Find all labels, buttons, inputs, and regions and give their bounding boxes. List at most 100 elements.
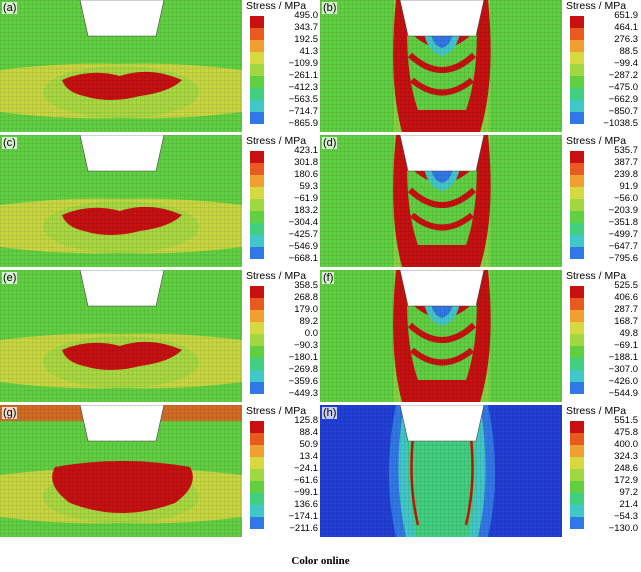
color-swatch: [250, 286, 264, 298]
legend-tick: −61.9: [293, 193, 318, 204]
color-bar: [250, 151, 264, 259]
color-swatch: [570, 223, 584, 235]
color-swatch: [570, 175, 584, 187]
color-swatch: [250, 76, 264, 88]
legend-tick: −304.4: [288, 217, 318, 228]
stress-legend: Stress / MPa 551.5 475.8 400.0 324.3 248.6 172…: [564, 405, 640, 537]
color-swatch: [250, 481, 264, 493]
stress-panel: (d) Stress / MPa 535.7 387.7 239.8 91.9 −56.0−…: [320, 135, 640, 267]
color-swatch: [250, 16, 264, 28]
contour-plot: [320, 135, 562, 267]
legend-tick: −54.3: [613, 511, 638, 522]
color-swatch: [570, 445, 584, 457]
panel-label: (h): [322, 407, 338, 419]
legend-tick: −174.1: [288, 511, 318, 522]
color-swatch: [250, 175, 264, 187]
legend-tick: −269.8: [288, 364, 318, 375]
color-swatch: [250, 199, 264, 211]
color-swatch: [570, 322, 584, 334]
legend-tick: −668.1: [288, 253, 318, 264]
legend-tick: −130.0: [608, 523, 638, 534]
legend-tick: 180.6: [294, 169, 318, 180]
color-swatch: [570, 211, 584, 223]
color-swatch: [250, 40, 264, 52]
color-swatch: [570, 481, 584, 493]
legend-tick: 50.9: [299, 439, 319, 450]
stress-panel: (g) Stress / MPa 125.8 88.4 50.9 13.4 −24.1 −61…: [0, 405, 320, 537]
legend-tick: 248.6: [614, 463, 638, 474]
color-swatch: [250, 112, 264, 124]
color-swatch: [570, 40, 584, 52]
color-swatch: [250, 28, 264, 40]
legend-tick: 239.8: [614, 169, 638, 180]
color-swatch: [570, 163, 584, 175]
legend-title: Stress / MPa: [566, 270, 627, 282]
color-bar: [570, 151, 584, 259]
legend-tick: −426.0: [608, 376, 638, 387]
color-bar: [570, 16, 584, 124]
color-swatch: [570, 421, 584, 433]
legend-tick: −544.9: [608, 388, 638, 399]
color-swatch: [570, 64, 584, 76]
legend-tick: −795.6: [608, 253, 638, 264]
legend-tick: −61.6: [293, 475, 318, 486]
color-swatch: [250, 151, 264, 163]
color-swatch: [570, 298, 584, 310]
contour-plot: [0, 405, 242, 537]
contour-plot: [320, 0, 562, 132]
color-swatch: [570, 370, 584, 382]
color-swatch: [250, 247, 264, 259]
color-swatch: [570, 505, 584, 517]
legend-tick: 89.2: [299, 316, 319, 327]
color-swatch: [250, 310, 264, 322]
legend-tick: 423.1: [294, 145, 318, 156]
contour-plot: [0, 135, 242, 267]
color-swatch: [250, 52, 264, 64]
panel-label: (b): [322, 2, 338, 14]
color-swatch: [570, 358, 584, 370]
legend-tick: −90.3: [293, 340, 318, 351]
color-swatch: [570, 76, 584, 88]
legend-tick: −359.6: [288, 376, 318, 387]
color-swatch: [250, 469, 264, 481]
stress-panel: (f) Stress / MPa 525.5 406.6 287.7 168.7 49.8−…: [320, 270, 640, 402]
legend-tick: 400.0: [614, 439, 638, 450]
panel-label: (e): [2, 272, 18, 284]
color-swatch: [250, 382, 264, 394]
legend-tick: 88.5: [619, 46, 639, 57]
legend-tick: −351.8: [608, 217, 638, 228]
legend-tick: 192.5: [294, 34, 318, 45]
color-swatch: [250, 88, 264, 100]
legend-title: Stress / MPa: [566, 405, 627, 417]
legend-tick: 88.4: [299, 427, 319, 438]
legend-tick: −287.2: [608, 70, 638, 81]
color-swatch: [570, 28, 584, 40]
legend-tick: −99.4: [613, 58, 638, 69]
legend-title: Stress / MPa: [246, 135, 307, 147]
figure-caption: Color online: [291, 555, 350, 567]
legend-tick: 276.3: [614, 34, 638, 45]
legend-tick: −261.1: [288, 70, 318, 81]
panel-label: (d): [322, 137, 338, 149]
color-swatch: [570, 112, 584, 124]
legend-tick: −188.1: [608, 352, 638, 363]
color-swatch: [250, 493, 264, 505]
color-swatch: [570, 493, 584, 505]
color-swatch: [570, 310, 584, 322]
contour-plot: [0, 270, 242, 402]
color-swatch: [250, 223, 264, 235]
legend-tick: 535.7: [614, 145, 638, 156]
legend-tick: 21.4: [619, 499, 639, 510]
legend-tick: 475.8: [614, 427, 638, 438]
color-swatch: [250, 100, 264, 112]
legend-tick: 343.7: [294, 22, 318, 33]
color-swatch: [570, 346, 584, 358]
color-swatch: [570, 469, 584, 481]
legend-tick: −180.1: [288, 352, 318, 363]
stress-panel: (b) Stress / MPa 651.9 464.1 276.3 88.5 −99.4−…: [320, 0, 640, 132]
color-swatch: [250, 322, 264, 334]
legend-tick: −662.9: [608, 94, 638, 105]
stress-panel: (h) Stress / MPa 551.5 475.8 400.0 324.3 248.6…: [320, 405, 640, 537]
color-swatch: [570, 187, 584, 199]
legend-title: Stress / MPa: [246, 405, 307, 417]
